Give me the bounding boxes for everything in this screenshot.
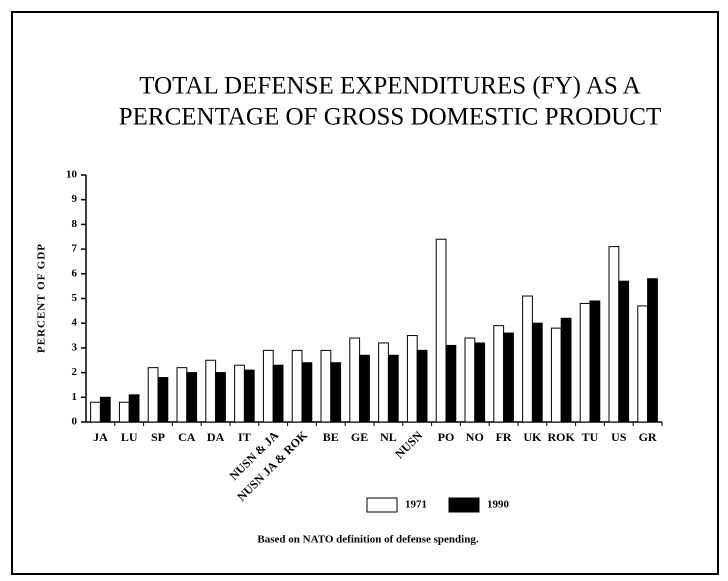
legend-label: 1971	[405, 499, 427, 511]
y-tick-label: 1	[72, 391, 78, 403]
y-tick-label: 6	[72, 267, 78, 279]
x-tick-label: CA	[178, 430, 196, 444]
footnote: Based on NATO definition of defense spen…	[257, 534, 478, 546]
x-tick-label: TU	[582, 430, 599, 444]
bar	[406, 335, 418, 423]
bar	[589, 300, 601, 423]
bar	[349, 337, 361, 423]
bar	[157, 377, 169, 423]
y-tick-label: 4	[72, 317, 78, 329]
bar	[378, 342, 389, 423]
y-tick-label: 9	[72, 193, 78, 205]
bar	[560, 317, 572, 423]
bar	[387, 354, 399, 423]
bar	[99, 396, 111, 423]
x-tick-label: NL	[380, 430, 397, 444]
x-tick-label: GR	[639, 430, 657, 444]
x-tick-label: DA	[207, 430, 225, 444]
bar	[493, 325, 505, 423]
bar	[118, 401, 130, 423]
x-tick-label: ROK	[548, 430, 576, 444]
bar	[608, 246, 620, 423]
bar	[262, 349, 274, 423]
bar	[416, 349, 428, 423]
legend-swatch	[366, 497, 398, 513]
bar	[550, 327, 562, 423]
y-tick-label: 5	[72, 292, 78, 304]
bar	[128, 394, 140, 423]
x-tick-label: IT	[238, 430, 251, 444]
y-tick-label: 2	[72, 366, 78, 378]
bar	[234, 364, 245, 423]
bar	[579, 302, 591, 423]
x-tick-label: LU	[121, 430, 138, 444]
chart-title: TOTAL DEFENSE EXPENDITURES (FY) AS A	[139, 73, 641, 100]
y-tick-label: 7	[72, 243, 78, 255]
chart-title: PERCENTAGE OF GROSS DOMESTIC PRODUCT	[119, 104, 662, 131]
legend-label: 1990	[487, 499, 510, 511]
bar	[291, 349, 303, 423]
bar	[618, 280, 630, 423]
bar	[522, 295, 533, 423]
bar	[147, 367, 159, 423]
y-tick-label: 0	[72, 416, 78, 428]
bar	[215, 372, 226, 423]
frame	[11, 11, 719, 575]
bar	[531, 322, 543, 423]
bar	[464, 337, 476, 423]
x-tick-label: NO	[466, 430, 484, 444]
y-axis-label: PERCENT OF GDP	[36, 243, 48, 353]
bar	[637, 305, 649, 423]
y-tick-label: 3	[72, 341, 78, 353]
x-tick-label: NUSN	[392, 428, 425, 461]
bar	[272, 364, 284, 423]
x-tick-label: PO	[438, 430, 455, 444]
bar	[186, 372, 198, 423]
x-tick-label: US	[611, 430, 627, 444]
y-tick-label: 10	[66, 169, 78, 181]
bar	[359, 354, 370, 423]
bar	[243, 369, 255, 423]
bar	[503, 332, 514, 423]
y-tick-label: 8	[72, 218, 78, 230]
bar	[647, 278, 658, 423]
bar	[90, 401, 101, 423]
bar	[435, 238, 447, 423]
bar	[205, 359, 217, 423]
x-tick-label: BE	[323, 430, 339, 444]
x-tick-label: JA	[93, 430, 108, 444]
bar	[445, 344, 457, 423]
bar	[301, 362, 313, 423]
x-tick-label: SP	[151, 430, 165, 444]
x-tick-label: FR	[496, 430, 512, 444]
bar	[330, 362, 342, 423]
bar	[320, 349, 332, 423]
bar	[176, 367, 188, 423]
legend-swatch	[448, 497, 480, 513]
x-tick-label: UK	[523, 430, 542, 444]
x-tick-label: GE	[351, 430, 368, 444]
bar	[474, 342, 486, 423]
